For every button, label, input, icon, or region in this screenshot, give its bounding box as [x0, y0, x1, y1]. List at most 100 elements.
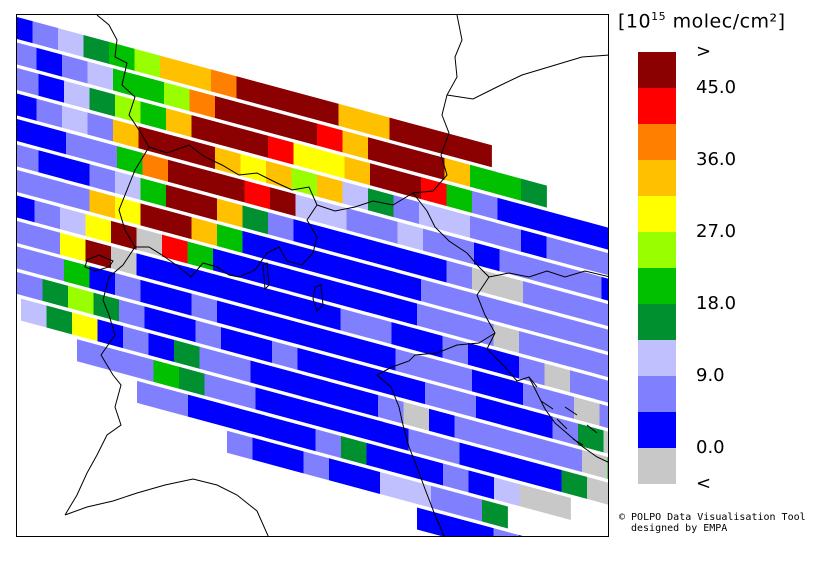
swath-pixel	[134, 48, 161, 78]
swath-pixel	[370, 265, 396, 295]
border-france-switzerland	[64, 15, 150, 516]
lake-garda	[312, 284, 324, 312]
swath-pixel	[113, 119, 139, 149]
swath-pixel	[601, 276, 608, 301]
swath-pixel	[527, 409, 553, 439]
swath-pixel	[87, 112, 114, 142]
coast-adriatic	[376, 332, 608, 463]
swath-pixel	[242, 230, 269, 260]
swath-pixel	[34, 225, 61, 255]
swath-pixel	[109, 41, 135, 71]
swath-pixel	[472, 292, 498, 322]
swath-pixel	[140, 203, 167, 233]
swath-pixel	[429, 408, 455, 438]
swath-pixel	[42, 278, 69, 308]
swath-pixel	[215, 95, 241, 125]
swath-pixel	[213, 248, 239, 278]
legend-swatch	[638, 196, 676, 232]
swath-pixel	[238, 255, 265, 285]
swath-pixel	[287, 90, 314, 120]
swath-pixel	[62, 54, 88, 84]
swath-pixel	[519, 331, 545, 361]
swath-pixel	[140, 279, 167, 309]
swath-pixel	[556, 443, 583, 473]
swath-pixel	[199, 346, 226, 376]
swath-pixel	[21, 298, 47, 328]
swath-pixel	[454, 415, 481, 445]
swath-pixel	[442, 514, 469, 536]
legend-swatch	[638, 304, 676, 340]
swath-pixel	[395, 348, 422, 378]
legend-label: 9.0	[696, 365, 725, 386]
swath-pixel	[493, 528, 520, 536]
swath-pixel	[238, 280, 265, 310]
swath-pixel	[470, 215, 496, 245]
swath-pixel	[270, 187, 296, 217]
swath-pixel	[264, 415, 291, 445]
swath-pixel	[290, 422, 316, 452]
swath-pixel	[366, 442, 393, 472]
swath-pixel	[262, 83, 288, 113]
swath-pixel	[442, 335, 469, 365]
swath-pixel	[332, 408, 358, 438]
swath-pixel	[170, 313, 196, 343]
swath-pixel	[313, 96, 339, 126]
swath-pixel	[493, 349, 520, 379]
swath-pixel	[164, 82, 190, 112]
swath-pixel	[421, 355, 447, 385]
swath-pixel	[297, 347, 324, 377]
swath-pixel	[521, 229, 547, 259]
swath-pixel	[368, 137, 394, 167]
swath-pixel	[195, 320, 222, 350]
swath-pixel	[255, 387, 282, 417]
swath-pixel	[319, 251, 345, 281]
swath-pixel	[372, 214, 398, 244]
legend-swatch	[638, 412, 676, 448]
swath-pixel	[268, 135, 294, 165]
swath-pixel	[548, 390, 575, 419]
legend-swatch	[638, 160, 676, 196]
swath-pixel	[17, 118, 41, 148]
swath-pixel	[115, 170, 141, 200]
swath-pixel	[459, 442, 486, 472]
swath-pixel	[607, 456, 608, 480]
swath-pixel	[434, 435, 460, 465]
lake-geneva	[84, 254, 114, 272]
swath-pixel	[519, 484, 546, 514]
swath-pixel	[405, 478, 432, 508]
swath-pixel	[174, 339, 200, 369]
swath-pixel	[36, 98, 63, 128]
legend-swatch	[638, 268, 676, 304]
swath-pixel	[344, 232, 371, 262]
swath-pixel	[468, 342, 494, 372]
swath-pixel	[17, 272, 43, 301]
swath-pixel	[521, 178, 547, 208]
swath-pixel	[570, 370, 596, 400]
swath-pixel	[417, 329, 443, 358]
swath-pixel	[193, 166, 220, 196]
swath-pixel	[340, 282, 367, 312]
swath-pixel	[574, 294, 600, 324]
swath-pixel	[315, 429, 342, 459]
swath-pixel	[138, 126, 165, 156]
swath-pixel	[523, 281, 549, 311]
swath-pixel	[113, 68, 139, 98]
swath-pixel	[587, 476, 608, 505]
swath-pixel	[317, 123, 343, 153]
swath-pixel	[268, 314, 294, 344]
swath-pixel	[204, 373, 231, 403]
swath-pixel	[137, 380, 163, 410]
swath-pixel	[338, 103, 365, 133]
swath-pixel	[574, 396, 600, 426]
swath-pixel	[17, 195, 35, 223]
swath-pixel	[293, 142, 320, 172]
swath-pixel	[599, 225, 608, 250]
swath-pixel	[341, 435, 367, 465]
swath-pixel	[344, 334, 371, 364]
swath-pixel	[83, 34, 110, 64]
swath-pixel	[417, 456, 444, 486]
swath-pixel	[72, 312, 98, 342]
swath-pixel	[523, 306, 549, 336]
swath-pixel	[213, 401, 240, 431]
map-panel	[16, 14, 609, 537]
